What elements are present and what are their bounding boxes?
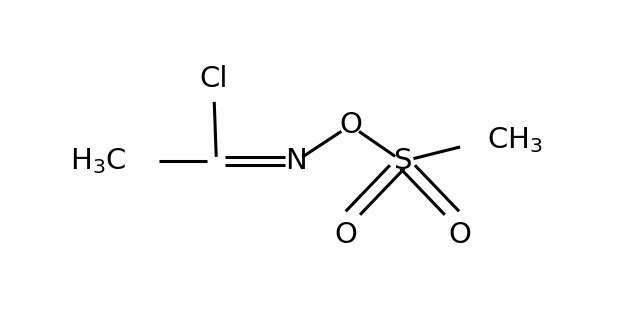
Text: H$_3$C: H$_3$C [70,147,127,176]
Text: O: O [339,111,362,139]
Text: N: N [285,147,307,175]
Text: CH$_3$: CH$_3$ [486,125,543,155]
Text: Cl: Cl [200,65,228,93]
Text: O: O [334,221,356,249]
Text: O: O [448,221,471,249]
Text: S: S [393,147,412,175]
